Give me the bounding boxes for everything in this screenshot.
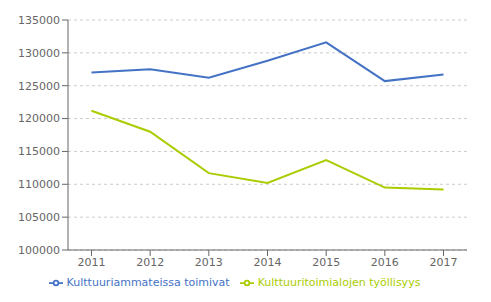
svg-text:2012: 2012 <box>136 256 164 269</box>
svg-text:125000: 125000 <box>18 80 60 93</box>
html-text:Kulttuuritoimialojen työllisyy: Kulttuuritoimialojen työllisyys <box>257 276 421 289</box>
svg-text:135000: 135000 <box>18 14 60 27</box>
svg-text:105000: 105000 <box>18 211 60 224</box>
svg-text:2013: 2013 <box>195 256 223 269</box>
svg-text:2014: 2014 <box>254 256 282 269</box>
svg-text:2017: 2017 <box>430 256 458 269</box>
svg-text:2011: 2011 <box>77 256 105 269</box>
svg-text:100000: 100000 <box>18 244 60 257</box>
svg-text:110000: 110000 <box>18 178 60 191</box>
svg-text:120000: 120000 <box>18 112 60 125</box>
svg-text:2015: 2015 <box>312 256 340 269</box>
svg-text:130000: 130000 <box>18 47 60 60</box>
svg-text:2016: 2016 <box>371 256 399 269</box>
html-text:Kulttuuriammateissa toimivat: Kulttuuriammateissa toimivat <box>66 276 230 289</box>
svg-text:115000: 115000 <box>18 145 60 158</box>
